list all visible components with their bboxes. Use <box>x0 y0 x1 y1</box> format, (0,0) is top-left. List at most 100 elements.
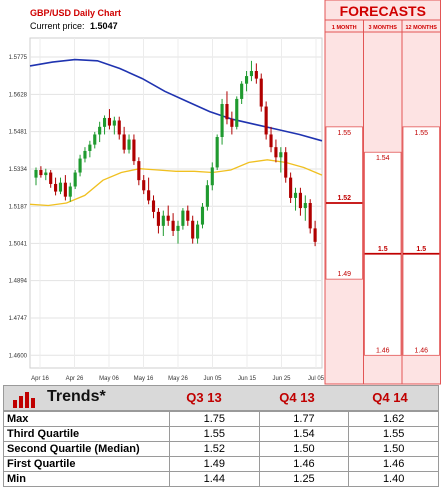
candle-body <box>171 220 175 231</box>
y-tick-label: 1.4600 <box>9 353 28 359</box>
ma-line-short <box>29 159 323 207</box>
forecast-col-label: 3 MONTHS <box>369 25 398 31</box>
candle-body <box>244 76 249 84</box>
candle-body <box>235 98 239 127</box>
candle-body <box>200 206 205 225</box>
row-label-max: Max <box>3 411 170 427</box>
price-label: Current price: <box>30 21 85 31</box>
y-tick-label: 1.5481 <box>9 130 28 136</box>
chart-canvas: FORECASTS 1 MONTH 1.55 1.52 1.49 3 MONTHS 1.54… <box>8 0 441 385</box>
cell-min-q4-13: 1.25 <box>258 471 350 487</box>
candle-body <box>78 158 82 173</box>
forecast-title: FORECASTS <box>340 3 426 19</box>
candle-body <box>264 106 268 135</box>
candle-body <box>156 211 160 226</box>
forecast-max-label: 1.55 <box>414 130 428 137</box>
cell-q3-q4-14: 1.55 <box>348 426 439 442</box>
candle-body <box>313 228 317 242</box>
x-tick-label: Apr 16 <box>31 376 49 382</box>
candle-body <box>44 172 48 176</box>
x-tick-label: Jul 05 <box>308 376 325 382</box>
trends-header: Trends* Q3 13 Q4 13 Q4 14 <box>3 385 439 411</box>
forecast-min-label: 1.49 <box>337 271 351 278</box>
candle-body <box>132 139 136 162</box>
x-tick-label: May 16 <box>134 376 154 382</box>
candle-body <box>274 147 278 158</box>
cell-min-q4-14: 1.40 <box>348 471 439 487</box>
candle-body <box>284 152 288 178</box>
cell-max-q4-13: 1.77 <box>258 411 350 427</box>
candle-body <box>68 186 72 197</box>
cell-median-q4-13: 1.50 <box>258 441 350 457</box>
x-tick-label: May 06 <box>99 376 119 382</box>
candle-body <box>196 224 200 239</box>
forecast-min-label: 1.46 <box>414 347 428 354</box>
bar-chart-icon <box>13 392 35 408</box>
chart-title: GBP/USD Daily Chart <box>30 8 121 18</box>
trends-table: Max 1.75 1.77 1.62 Third Quartile 1.55 1… <box>3 411 439 487</box>
x-tick-label: May 26 <box>168 376 188 382</box>
cell-median-q3-13: 1.52 <box>169 441 260 457</box>
candle-body <box>117 120 121 135</box>
candle-body <box>298 192 302 209</box>
candle-body <box>186 210 190 221</box>
x-tick-label: Jun 05 <box>203 376 222 382</box>
candle-body <box>215 137 219 168</box>
row-label-min: Min <box>3 471 170 487</box>
candle-body <box>191 220 195 239</box>
candle-body <box>83 150 87 159</box>
row-label-first-quartile: First Quartile <box>3 456 170 472</box>
candle-body <box>259 78 263 107</box>
cell-max-q3-13: 1.75 <box>169 411 260 427</box>
candle-body <box>73 172 77 187</box>
candle-body <box>279 152 283 158</box>
candle-body <box>122 134 126 150</box>
candle-body <box>34 170 38 178</box>
plot-area <box>29 37 323 369</box>
forecast-min-label: 1.46 <box>376 347 390 354</box>
candle-body <box>58 182 63 192</box>
cell-q1-q3-13: 1.49 <box>169 456 260 472</box>
row-label-third-quartile: Third Quartile <box>3 426 170 442</box>
candle-body <box>176 225 180 231</box>
y-tick-label: 1.4894 <box>9 279 28 285</box>
candle-body <box>142 180 146 191</box>
candle-body <box>127 139 131 150</box>
candle-body <box>205 185 209 207</box>
candle-body <box>269 134 273 148</box>
row-label-median: Second Quartile (Median) <box>3 441 170 457</box>
table-row: Min 1.44 1.25 1.40 <box>3 471 439 487</box>
candle-body <box>289 177 293 198</box>
trends-col-q3-13: Q3 13 <box>186 390 222 405</box>
candle-body <box>230 119 234 127</box>
forecast-median-label: 1.5 <box>378 246 388 253</box>
svg-text:Current price: 1.5047: Current price: 1.5047 <box>30 21 118 31</box>
candle-body <box>303 203 307 209</box>
cell-q3-q4-13: 1.54 <box>258 426 350 442</box>
forecast-max-label: 1.55 <box>337 130 351 137</box>
x-tick-label: Apr 26 <box>66 376 84 382</box>
candle-body <box>181 210 185 226</box>
candle-body <box>147 190 151 201</box>
cell-median-q4-14: 1.50 <box>348 441 439 457</box>
candle-body <box>225 104 229 120</box>
y-tick-label: 1.5334 <box>9 167 28 173</box>
y-tick-label: 1.5628 <box>9 92 28 98</box>
candle-body <box>210 167 214 186</box>
cell-min-q3-13: 1.44 <box>169 471 260 487</box>
candle-body <box>112 120 116 126</box>
candle-body <box>240 83 244 99</box>
forecast-range-box <box>402 126 440 356</box>
y-tick-label: 1.5775 <box>9 55 28 61</box>
forecast-col-label: 1 MONTH <box>332 25 357 31</box>
candle-body <box>166 215 170 221</box>
candle-body <box>137 161 141 181</box>
cell-max-q4-14: 1.62 <box>348 411 439 427</box>
forecast-median-label: 1.52 <box>337 195 351 202</box>
y-tick-label: 1.4747 <box>9 316 28 322</box>
candle-body <box>93 134 97 145</box>
table-row: Second Quartile (Median) 1.52 1.50 1.50 <box>3 441 439 457</box>
candle-body <box>49 172 53 184</box>
candle-body <box>63 182 67 197</box>
